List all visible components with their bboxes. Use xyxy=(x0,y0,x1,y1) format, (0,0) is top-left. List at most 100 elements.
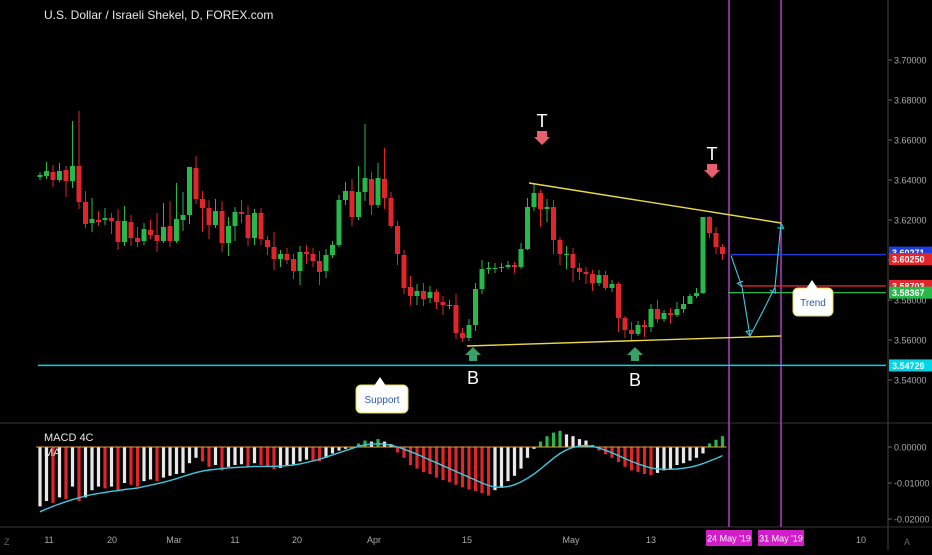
price-label-text: 3.58703 xyxy=(892,281,925,291)
candle-body xyxy=(291,259,296,271)
macd-histogram-bar xyxy=(174,447,179,474)
time-tick-label: 20 xyxy=(292,535,302,545)
macd-histogram-bar xyxy=(317,447,322,462)
candle-body xyxy=(187,167,192,215)
candle-body xyxy=(50,172,56,180)
candle-body xyxy=(180,215,186,220)
macd-histogram-bar xyxy=(577,439,582,447)
macd-histogram-bar xyxy=(161,447,166,478)
macd-histogram-bar xyxy=(103,447,107,489)
macd-histogram-bar xyxy=(694,447,699,458)
candle-body xyxy=(479,269,485,289)
macd-histogram-bar xyxy=(311,447,315,461)
candle-body xyxy=(707,217,712,233)
macd-histogram-bar xyxy=(181,447,185,473)
candle-body xyxy=(408,287,413,296)
bottom-marker-2-arrow-icon xyxy=(627,347,643,361)
trend-callout-pointer xyxy=(806,280,818,289)
macd-histogram-bar xyxy=(441,447,445,481)
candle-body xyxy=(226,226,231,243)
candle-body xyxy=(154,235,160,241)
time-tick-label: 13 xyxy=(646,535,656,545)
macd-histogram-bar xyxy=(532,447,536,449)
macd-histogram-bar xyxy=(298,447,302,462)
macd-histogram-bar xyxy=(616,447,621,463)
candle-body xyxy=(518,249,524,267)
candle-body xyxy=(531,193,537,207)
timezone-toggle[interactable]: Z xyxy=(4,537,10,547)
candle-body xyxy=(174,219,179,241)
support-callout-pointer xyxy=(374,377,386,386)
macd-histogram-bar xyxy=(135,447,140,487)
candle-body xyxy=(401,255,407,288)
price-tick-label: 3.56000 xyxy=(894,336,927,346)
candle-body xyxy=(629,330,634,334)
macd-histogram-bar xyxy=(220,447,224,471)
candle-body xyxy=(161,227,166,241)
auto-scale-toggle[interactable]: A xyxy=(904,537,911,547)
macd-histogram-bar xyxy=(57,447,62,498)
ma-indicator-label: MA xyxy=(44,447,61,459)
candle-body xyxy=(37,175,43,177)
candle-body xyxy=(388,198,394,226)
macd-histogram-bar xyxy=(480,447,484,494)
macd-histogram-bar xyxy=(187,447,192,464)
macd-histogram-bar xyxy=(109,447,114,487)
candle-body xyxy=(557,240,563,254)
macd-histogram-bar xyxy=(44,447,49,501)
macd-histogram-bar xyxy=(168,447,172,476)
projection-arrow-head xyxy=(769,286,777,294)
price-tick-label: 3.68000 xyxy=(894,96,927,106)
candle-body xyxy=(375,178,381,205)
macd-histogram-bar xyxy=(90,447,94,491)
candle-body xyxy=(570,254,576,268)
candle-body xyxy=(577,268,582,272)
candle-body xyxy=(141,229,147,241)
macd-histogram-bar xyxy=(265,447,270,467)
candle-body xyxy=(128,222,134,238)
macd-histogram-bar xyxy=(454,447,458,485)
macd-histogram-bar xyxy=(571,436,575,447)
lower-trend-line xyxy=(466,335,782,347)
macd-histogram-bar xyxy=(122,447,127,483)
candle-body xyxy=(213,211,218,225)
candle-body xyxy=(473,289,478,325)
candle-body xyxy=(252,213,257,238)
candle-body xyxy=(544,207,550,209)
macd-histogram-bar xyxy=(421,447,426,473)
price-label-badge xyxy=(889,359,932,372)
macd-histogram-bar xyxy=(681,447,686,464)
macd-histogram-bar xyxy=(655,447,660,473)
macd-signal-line xyxy=(39,443,723,513)
macd-histogram-bar xyxy=(447,447,452,483)
candle-body xyxy=(590,274,595,283)
date-badge xyxy=(758,530,804,546)
macd-histogram-bar xyxy=(96,447,101,487)
macd-histogram-bar xyxy=(363,440,367,447)
macd-histogram-bar xyxy=(207,447,211,467)
macd-histogram-bar xyxy=(239,447,244,465)
candle-body xyxy=(336,200,342,245)
macd-histogram-bar xyxy=(38,447,42,507)
macd-tick-label: 0.00000 xyxy=(894,443,927,453)
date-badge-text: 31 May '19 xyxy=(759,534,803,544)
candle-body xyxy=(447,305,452,306)
candle-body xyxy=(258,213,264,239)
candle-body xyxy=(245,215,251,238)
macd-histogram-bar xyxy=(304,447,309,460)
time-tick-label: 20 xyxy=(107,535,117,545)
macd-histogram-bar xyxy=(584,440,588,447)
candle-body xyxy=(395,226,400,254)
macd-histogram-bar xyxy=(714,439,718,447)
macd-histogram-bar xyxy=(629,447,634,471)
time-tick-label: 15 xyxy=(462,535,472,545)
candle-body xyxy=(609,284,615,288)
candle-body xyxy=(499,267,504,268)
candle-body xyxy=(382,179,387,198)
projection-arrow-head xyxy=(736,280,744,288)
date-badge xyxy=(706,530,752,546)
candle-body xyxy=(460,333,465,338)
chart-title: U.S. Dollar / Israeli Shekel, D, FOREX.c… xyxy=(44,8,274,22)
